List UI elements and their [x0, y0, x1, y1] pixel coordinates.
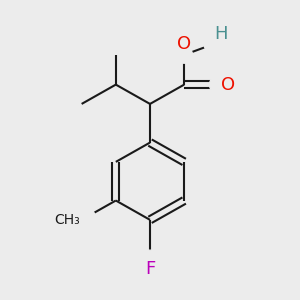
- Text: F: F: [145, 260, 155, 278]
- Circle shape: [68, 206, 96, 234]
- Circle shape: [176, 46, 193, 63]
- Circle shape: [204, 36, 221, 53]
- Text: H: H: [214, 25, 227, 43]
- Text: O: O: [177, 35, 191, 53]
- Text: O: O: [221, 76, 235, 94]
- Text: CH₃: CH₃: [54, 213, 80, 227]
- Circle shape: [142, 250, 158, 267]
- Circle shape: [209, 76, 227, 94]
